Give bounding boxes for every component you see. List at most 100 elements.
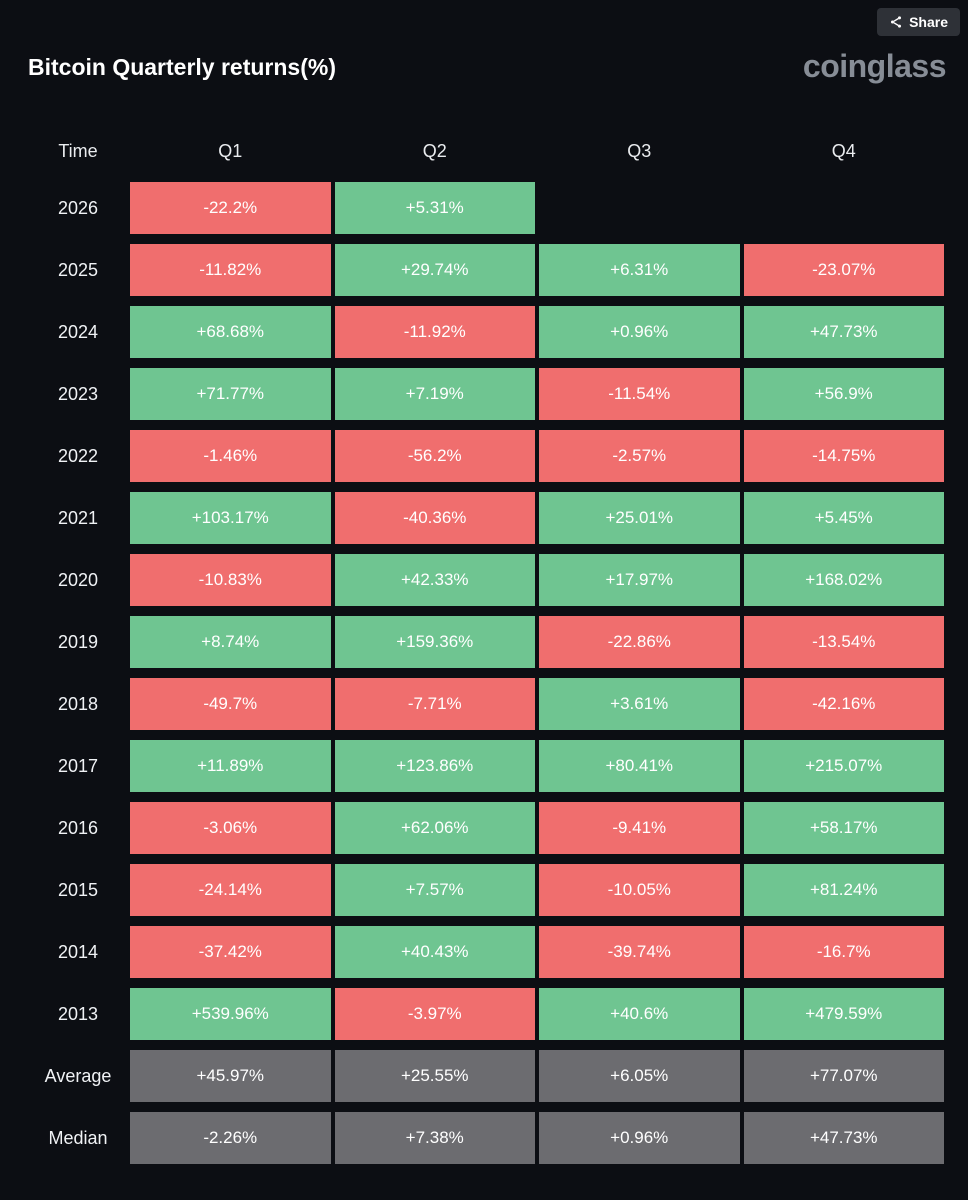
- return-cell: -10.05%: [539, 864, 740, 916]
- return-cell: +3.61%: [539, 678, 740, 730]
- empty-cell: [744, 182, 945, 234]
- return-cell: +123.86%: [334, 740, 535, 792]
- row-label: 2015: [57, 879, 99, 900]
- return-cell: +45.97%: [130, 1050, 331, 1102]
- table-row-2014: 2014 -37.42% +40.43% -39.74% -16.7%: [28, 926, 946, 978]
- table-header-row: Time Q1 Q2 Q3 Q4: [28, 128, 946, 174]
- return-cell: +0.96%: [539, 306, 740, 358]
- return-cell: +40.6%: [539, 988, 740, 1040]
- return-cell: +6.31%: [539, 244, 740, 296]
- return-cell: -13.54%: [743, 616, 944, 668]
- table-row-2021: 2021 +103.17% -40.36% +25.01% +5.45%: [28, 492, 946, 544]
- return-cell: +58.17%: [743, 802, 944, 854]
- table-body: 2026 -22.2% +5.31% 2025 -11.82% +29.74% +6.31%…: [28, 182, 946, 1164]
- row-label: 2023: [57, 383, 99, 404]
- quarterly-returns-table: Time Q1 Q2 Q3 Q4 2026 -22.2% +5.31% 2025 -11.82%…: [28, 128, 946, 1174]
- return-cell: +40.43%: [334, 926, 535, 978]
- return-cell: +5.45%: [743, 492, 944, 544]
- share-button-label: Share: [909, 14, 948, 30]
- column-header-q2: Q2: [422, 140, 447, 161]
- return-cell: -2.57%: [539, 430, 740, 482]
- return-cell: -14.75%: [743, 430, 944, 482]
- row-label: 2024: [57, 321, 99, 342]
- page-title: Bitcoin Quarterly returns(%): [28, 54, 336, 80]
- return-cell: -23.07%: [743, 244, 944, 296]
- column-header-q1: Q1: [218, 140, 243, 161]
- table-row-2015: 2015 -24.14% +7.57% -10.05% +81.24%: [28, 864, 946, 916]
- return-cell: +25.01%: [539, 492, 740, 544]
- return-cell: +6.05%: [539, 1050, 740, 1102]
- return-cell: +168.02%: [743, 554, 944, 606]
- return-cell: +56.9%: [743, 368, 944, 420]
- return-cell: +159.36%: [334, 616, 535, 668]
- return-cell: +539.96%: [130, 988, 331, 1040]
- return-cell: -7.71%: [334, 678, 535, 730]
- row-label: 2018: [57, 693, 99, 714]
- return-cell: -11.82%: [130, 244, 331, 296]
- return-cell: +77.07%: [743, 1050, 944, 1102]
- column-header-q3: Q3: [627, 140, 652, 161]
- return-cell: -39.74%: [539, 926, 740, 978]
- row-label: 2014: [57, 941, 99, 962]
- column-header-time: Time: [58, 140, 98, 161]
- row-label: 2022: [57, 445, 99, 466]
- return-cell: +7.38%: [334, 1112, 535, 1164]
- row-label: 2017: [57, 755, 99, 776]
- return-cell: +8.74%: [130, 616, 331, 668]
- return-cell: -56.2%: [334, 430, 535, 482]
- return-cell: +479.59%: [743, 988, 944, 1040]
- return-cell: -42.16%: [743, 678, 944, 730]
- column-header-q4: Q4: [831, 140, 856, 161]
- row-label: 2013: [57, 1003, 99, 1024]
- return-cell: -10.83%: [130, 554, 331, 606]
- return-cell: +215.07%: [743, 740, 944, 792]
- table-row-2026: 2026 -22.2% +5.31%: [28, 182, 946, 234]
- table-row-2025: 2025 -11.82% +29.74% +6.31% -23.07%: [28, 244, 946, 296]
- return-cell: -2.26%: [130, 1112, 331, 1164]
- table-row-2019: 2019 +8.74% +159.36% -22.86% -13.54%: [28, 616, 946, 668]
- return-cell: -37.42%: [130, 926, 331, 978]
- share-icon: [889, 15, 903, 29]
- return-cell: +5.31%: [334, 182, 535, 234]
- return-cell: -16.7%: [743, 926, 944, 978]
- return-cell: -40.36%: [334, 492, 535, 544]
- return-cell: -11.54%: [539, 368, 740, 420]
- return-cell: -11.92%: [334, 306, 535, 358]
- row-label: 2019: [57, 631, 99, 652]
- return-cell: -3.97%: [334, 988, 535, 1040]
- return-cell: -24.14%: [130, 864, 331, 916]
- return-cell: +17.97%: [539, 554, 740, 606]
- table-row-2017: 2017 +11.89% +123.86% +80.41% +215.07%: [28, 740, 946, 792]
- return-cell: +80.41%: [539, 740, 740, 792]
- return-cell: -1.46%: [130, 430, 331, 482]
- return-cell: -22.2%: [130, 182, 331, 234]
- return-cell: +25.55%: [334, 1050, 535, 1102]
- return-cell: +47.73%: [743, 1112, 944, 1164]
- table-row-2016: 2016 -3.06% +62.06% -9.41% +58.17%: [28, 802, 946, 854]
- return-cell: +11.89%: [130, 740, 331, 792]
- empty-cell: [539, 182, 740, 234]
- row-label: 2025: [57, 259, 99, 280]
- return-cell: +29.74%: [334, 244, 535, 296]
- return-cell: +71.77%: [130, 368, 331, 420]
- return-cell: +62.06%: [334, 802, 535, 854]
- row-label: 2026: [57, 197, 99, 218]
- return-cell: -9.41%: [539, 802, 740, 854]
- row-label: 2020: [57, 569, 99, 590]
- table-row-2020: 2020 -10.83% +42.33% +17.97% +168.02%: [28, 554, 946, 606]
- return-cell: -22.86%: [539, 616, 740, 668]
- return-cell: +7.57%: [334, 864, 535, 916]
- table-row-2013: 2013 +539.96% -3.97% +40.6% +479.59%: [28, 988, 946, 1040]
- return-cell: +42.33%: [334, 554, 535, 606]
- table-row-2024: 2024 +68.68% -11.92% +0.96% +47.73%: [28, 306, 946, 358]
- return-cell: -49.7%: [130, 678, 331, 730]
- table-row-median: Median -2.26% +7.38% +0.96% +47.73%: [28, 1112, 946, 1164]
- row-label: Median: [48, 1127, 108, 1148]
- row-label: 2021: [57, 507, 99, 528]
- share-button[interactable]: Share: [877, 8, 960, 36]
- return-cell: +68.68%: [130, 306, 331, 358]
- return-cell: +7.19%: [334, 368, 535, 420]
- row-label: 2016: [57, 817, 99, 838]
- table-row-2022: 2022 -1.46% -56.2% -2.57% -14.75%: [28, 430, 946, 482]
- table-row-average: Average +45.97% +25.55% +6.05% +77.07%: [28, 1050, 946, 1102]
